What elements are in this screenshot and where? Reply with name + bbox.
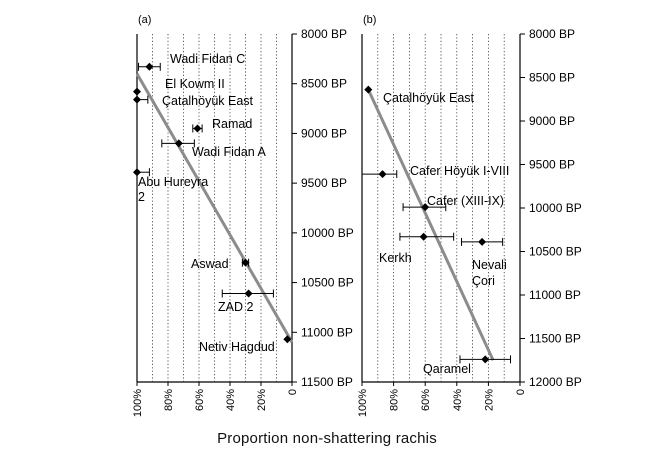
x-tick-label: 40% bbox=[452, 389, 464, 411]
y-tick-label: 10500 BP bbox=[529, 245, 582, 259]
y-tick-label: 8000 BP bbox=[301, 27, 347, 41]
data-point-marker bbox=[421, 203, 430, 212]
data-point-label: Cafer (XIII-IX) bbox=[427, 194, 504, 208]
y-tick-label: 9000 BP bbox=[301, 126, 347, 140]
data-point-label: Qaramel bbox=[423, 362, 471, 376]
y-tick-label: 9500 BP bbox=[529, 158, 575, 172]
data-point-label: Aswad bbox=[191, 257, 229, 271]
x-tick-label: 100% bbox=[132, 389, 144, 417]
y-tick-label: 11500 BP bbox=[301, 375, 353, 389]
data-point-marker bbox=[145, 62, 154, 71]
y-tick-label: 11000 BP bbox=[529, 288, 581, 302]
data-point-marker bbox=[193, 124, 202, 133]
y-tick-label: 8500 BP bbox=[301, 77, 347, 91]
y-tick-label: 10500 BP bbox=[301, 276, 354, 290]
x-tick-label: 80% bbox=[389, 389, 401, 411]
data-point-marker bbox=[241, 258, 250, 267]
data-point-label: Nevali Çori bbox=[472, 258, 507, 288]
data-point-marker bbox=[378, 170, 387, 179]
x-tick-label: 80% bbox=[163, 389, 175, 411]
x-tick-label: 100% bbox=[357, 389, 369, 417]
data-point-label: El Kowm II bbox=[165, 77, 225, 91]
x-tick-label: 20% bbox=[256, 389, 268, 411]
panel-label: (a) bbox=[138, 14, 151, 26]
data-point-marker bbox=[364, 85, 373, 94]
data-point-label: ZAD 2 bbox=[218, 300, 253, 314]
data-point-label: Cafer Höyük I-VIII bbox=[410, 164, 509, 178]
x-tick-label: 60% bbox=[194, 389, 206, 411]
data-point-marker bbox=[419, 232, 428, 241]
panel-b: (b) 100% 80% 60% 40% 20% 0 8000 BP 8500 BP 9000 B… bbox=[357, 14, 582, 417]
x-axis-title: Proportion non-shattering rachis bbox=[217, 430, 437, 447]
data-point-label: Çatalhöyük East bbox=[162, 94, 254, 108]
x-tick-label: 0 bbox=[515, 389, 527, 395]
x-tick-label: 0 bbox=[287, 389, 299, 395]
y-tick-label: 8000 BP bbox=[529, 27, 575, 41]
data-point-label: Netiv Hagdud bbox=[199, 340, 275, 354]
data-point-marker bbox=[481, 355, 490, 364]
x-tick-label: 20% bbox=[483, 389, 495, 411]
y-tick-label: 10000 BP bbox=[529, 201, 582, 215]
data-point-marker bbox=[133, 168, 141, 177]
data-point-label: Wadi Fidan A bbox=[192, 145, 267, 159]
data-point-marker bbox=[283, 335, 292, 344]
x-tick-label: 40% bbox=[225, 389, 237, 411]
data-point-marker bbox=[244, 289, 253, 298]
data-point-label: Çatalhöyük East bbox=[383, 91, 475, 105]
y-tick-label: 10000 BP bbox=[301, 226, 354, 240]
y-tick-label: 12000 BP bbox=[529, 375, 582, 389]
y-tick-label: 9500 BP bbox=[301, 176, 347, 190]
y-tick-label: 11500 BP bbox=[529, 332, 581, 346]
data-point-label: Ramad bbox=[212, 117, 252, 131]
panel-label: (b) bbox=[363, 14, 376, 26]
y-tick-label: 8500 BP bbox=[529, 71, 575, 85]
data-point-marker bbox=[133, 95, 141, 104]
x-tick-label: 60% bbox=[420, 389, 432, 411]
data-point-label: Abu Hureyra 2 bbox=[138, 175, 208, 204]
data-point-marker bbox=[174, 139, 183, 148]
y-tick-label: 11000 BP bbox=[301, 325, 353, 339]
regression-line bbox=[366, 89, 495, 361]
data-point-label: Wadi Fidan C bbox=[170, 52, 245, 66]
data-point-marker bbox=[478, 237, 487, 246]
y-tick-label: 9000 BP bbox=[529, 114, 575, 128]
data-point-label: Kerkh bbox=[379, 251, 412, 265]
panel-a: (a) 100% 80% 60% 40% 20% 0 8000 BP 8500 BP 9000 B… bbox=[132, 14, 354, 417]
regression-line bbox=[135, 73, 294, 343]
data-point-marker bbox=[133, 87, 141, 96]
